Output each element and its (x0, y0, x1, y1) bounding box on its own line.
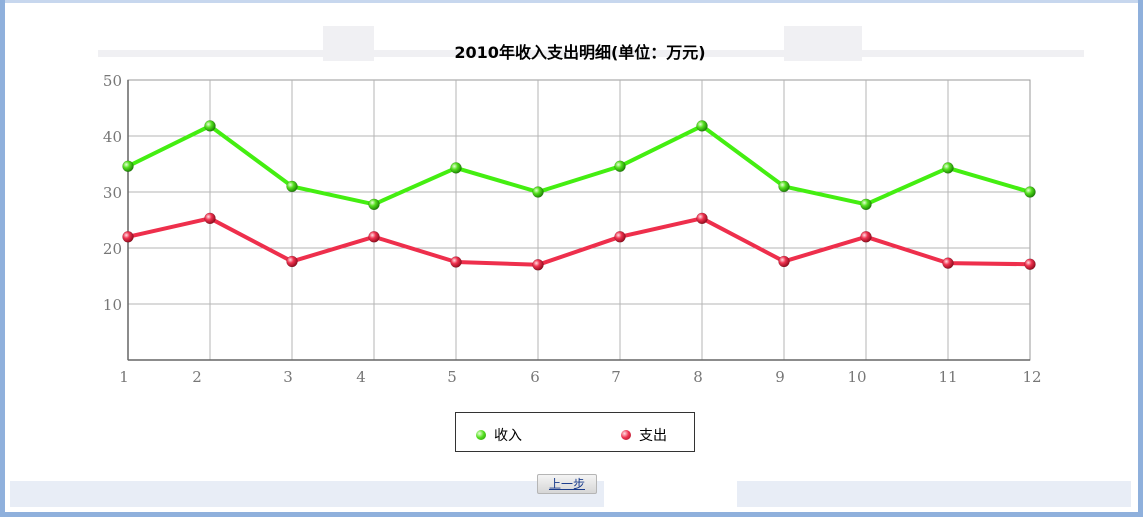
x-tick-label: 10 (847, 368, 866, 386)
data-point-income (122, 160, 134, 172)
data-point-income (614, 160, 626, 172)
top-border (0, 0, 1143, 3)
legend-label-income: 收入 (494, 428, 522, 444)
title-band-tab-left (323, 26, 374, 61)
legend-label-expense: 支出 (639, 428, 667, 444)
x-tick-label: 9 (775, 368, 785, 386)
data-point-income (450, 162, 462, 174)
data-point-income (286, 180, 298, 193)
x-tick-label: 6 (530, 368, 540, 386)
legend-item-income: 收入 (476, 425, 522, 445)
data-point-income (860, 198, 872, 211)
x-axis-ticks: 1 2 3 4 5 6 7 8 9 10 11 12 (119, 368, 1041, 386)
y-axis-ticks: 10 20 30 40 50 (103, 72, 122, 314)
data-point-income (696, 120, 708, 132)
red-dot-icon (621, 430, 631, 440)
series-line-expense (126, 216, 1032, 267)
title-band (98, 50, 1084, 57)
data-point-expense (204, 212, 216, 225)
data-point-expense (860, 231, 872, 243)
x-tick-label: 7 (611, 368, 621, 386)
x-tick-label: 5 (447, 368, 457, 386)
data-point-expense (696, 212, 708, 225)
x-tick-label: 11 (938, 368, 957, 386)
data-point-expense (778, 255, 790, 268)
x-tick-label: 3 (283, 368, 293, 386)
data-point-expense (1024, 258, 1036, 270)
data-point-expense (122, 231, 134, 243)
x-tick-label: 8 (693, 368, 703, 386)
data-point-expense (286, 255, 298, 268)
chart-title: 2010年收入支出明细(单位：万元) (454, 43, 705, 62)
data-point-expense (532, 259, 544, 271)
data-point-expense (450, 256, 462, 268)
data-point-income (1024, 186, 1036, 198)
y-tick-label: 10 (103, 296, 122, 314)
chart-legend: 收入 支出 (455, 412, 695, 452)
previous-step-button[interactable]: 上一步 (537, 474, 597, 494)
x-tick-label: 12 (1022, 368, 1041, 386)
x-tick-label: 4 (356, 368, 366, 386)
x-tick-label: 2 (192, 368, 202, 386)
data-point-income (204, 120, 216, 132)
x-tick-label: 1 (119, 368, 129, 386)
y-tick-label: 30 (103, 184, 122, 202)
green-dot-icon (476, 430, 486, 440)
data-point-income (942, 162, 954, 174)
data-point-income (532, 186, 544, 198)
legend-item-expense: 支出 (621, 425, 667, 445)
title-band-tab-right (784, 26, 862, 61)
data-point-income (368, 198, 380, 211)
data-point-income (778, 180, 790, 193)
data-point-expense (942, 257, 954, 269)
y-tick-label: 20 (103, 240, 122, 258)
y-tick-label: 50 (103, 72, 122, 90)
data-point-expense (368, 231, 380, 243)
y-tick-label: 40 (103, 128, 122, 146)
series-line-income (126, 123, 1032, 207)
plot-area (127, 79, 1031, 361)
bottom-band-notch (604, 481, 737, 507)
grid (127, 79, 1031, 361)
data-point-expense (614, 231, 626, 243)
series (122, 120, 1036, 271)
